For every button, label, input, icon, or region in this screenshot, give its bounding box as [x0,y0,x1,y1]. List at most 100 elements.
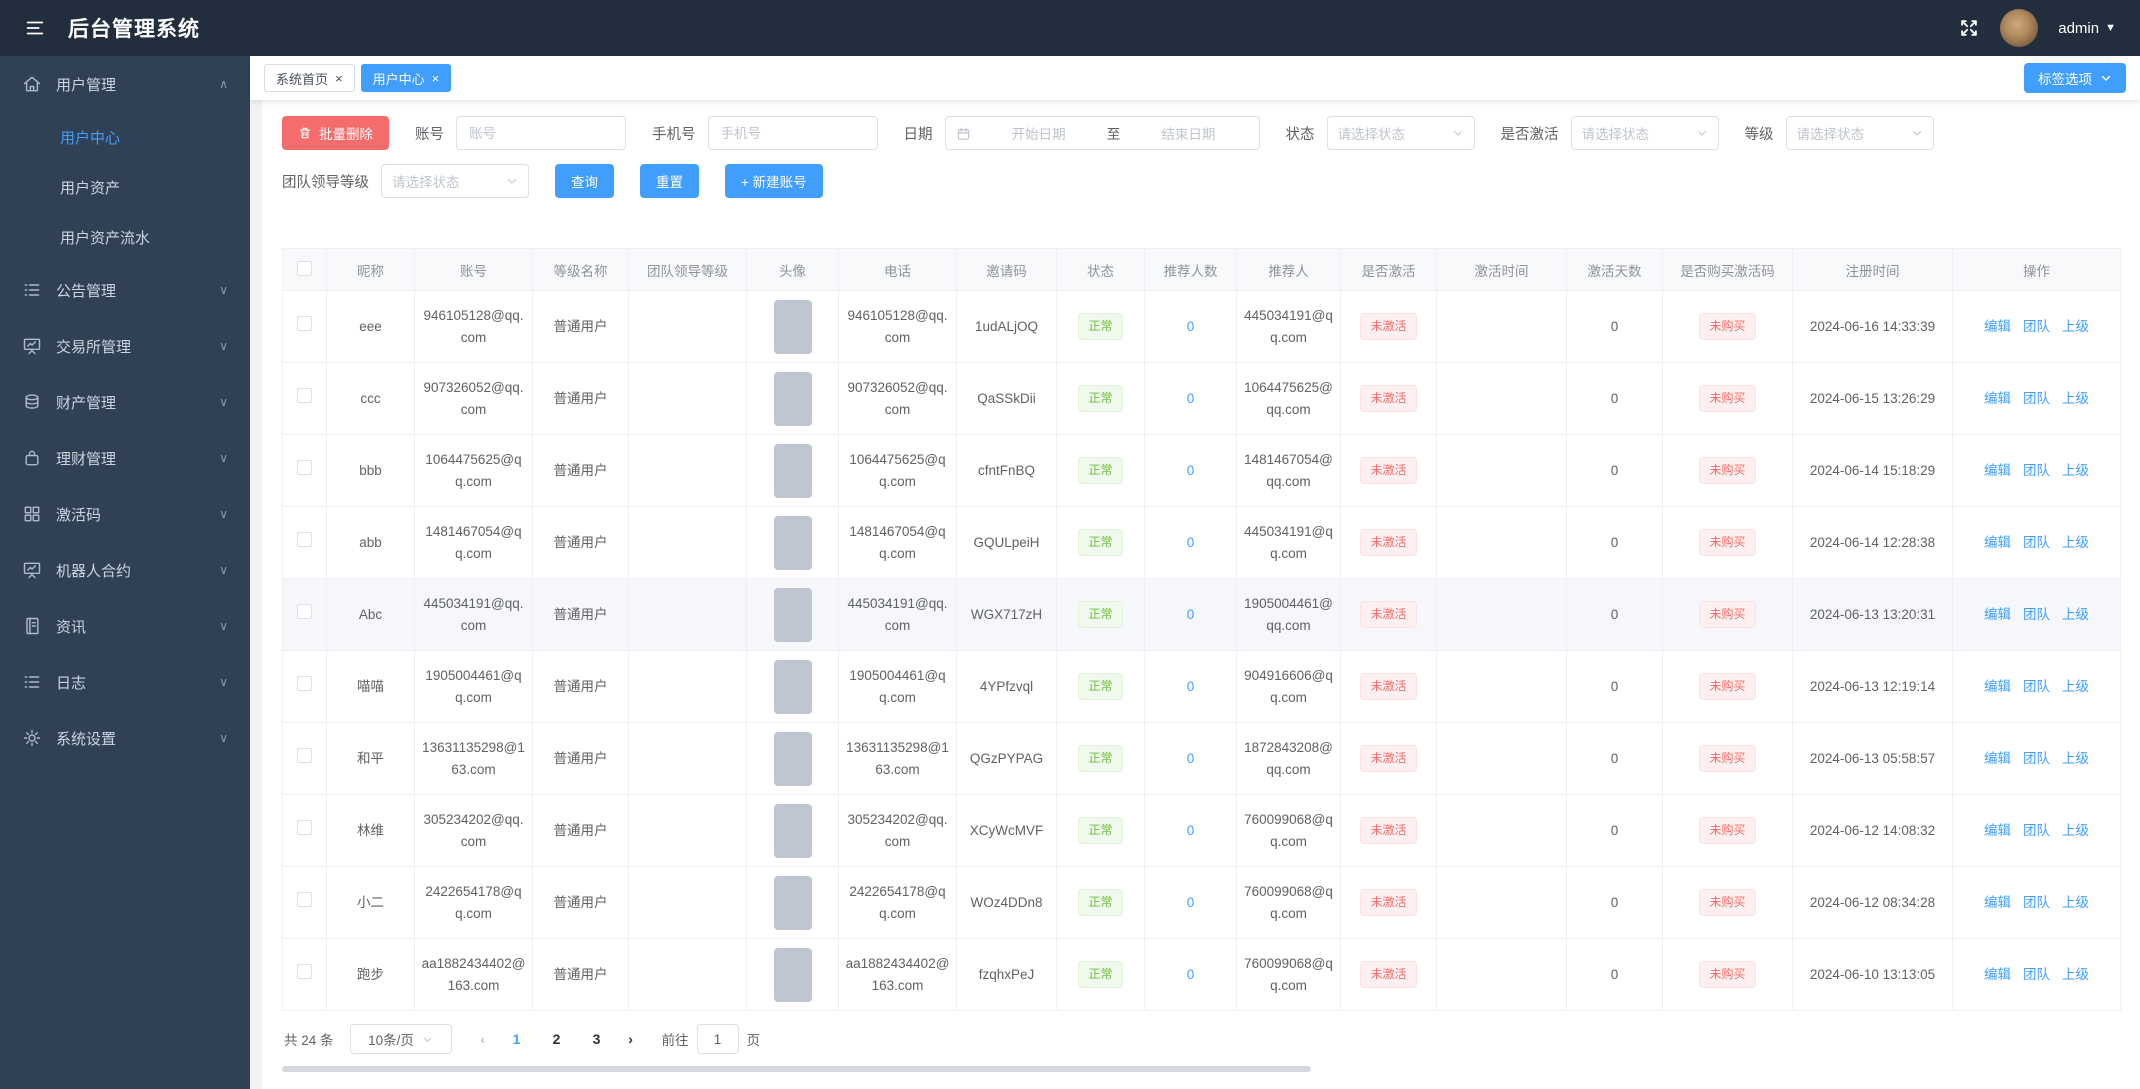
sidebar-subitem-0-2[interactable]: 用户资产流水 [60,229,151,247]
sidebar: 用户管理 ∧ 用户中心用户资产用户资产流水公告管理 ∨ 交易所管理 ∨ 财产管理 ∨ 理财管理 ∨… [0,56,250,1089]
page-size-select[interactable]: 10条/页 [349,1024,452,1054]
sidebar-subitem-0-0[interactable]: 用户中心 [60,129,121,147]
action-link-2[interactable]: 上级 [2062,390,2089,406]
referral-count-link[interactable]: 0 [1186,966,1195,982]
sidebar-item-7[interactable]: 资讯 ∨ [0,598,250,654]
row-checkbox[interactable] [297,531,312,547]
horizontal-scrollbar[interactable] [282,1066,2120,1072]
date-range-input[interactable]: 开始日期 至 结束日期 [944,116,1260,150]
action-link-0[interactable]: 编辑 [1984,822,2011,838]
action-link-0[interactable]: 编辑 [1984,462,2011,478]
tab-0[interactable]: 系统首页 × [264,64,355,92]
close-icon[interactable]: × [335,70,343,86]
action-link-2[interactable]: 上级 [2062,462,2089,478]
referral-count-link[interactable]: 0 [1186,750,1195,766]
page-button-3[interactable]: 3 [592,1031,601,1047]
row-checkbox[interactable] [297,747,312,763]
referral-count-link[interactable]: 0 [1186,534,1195,550]
tab-1[interactable]: 用户中心 × [360,64,452,92]
sidebar-item-9[interactable]: 系统设置 ∨ [0,710,250,766]
sidebar-item-2[interactable]: 交易所管理 ∨ [0,318,250,374]
team-leader-level-select[interactable]: 请选择状态 [381,164,529,198]
row-checkbox[interactable] [297,963,312,979]
filter-area: 批量删除 账号 手机号 日期 [282,116,2120,212]
action-link-0[interactable]: 编辑 [1984,534,2011,550]
sidebar-item-1[interactable]: 公告管理 ∨ [0,262,250,318]
action-link-1[interactable]: 团队 [2023,606,2050,622]
action-link-2[interactable]: 上级 [2062,606,2089,622]
new-account-button[interactable]: + 新建账号 [725,164,823,198]
action-link-2[interactable]: 上级 [2062,966,2089,982]
search-button[interactable]: 查询 [555,164,614,198]
action-link-0[interactable]: 编辑 [1984,966,2011,982]
is-activated-select[interactable]: 请选择状态 [1570,116,1719,150]
action-link-1[interactable]: 团队 [2023,750,2050,766]
hamburger-icon[interactable] [24,17,46,39]
referral-count-link[interactable]: 0 [1186,390,1195,406]
sidebar-item-3[interactable]: 财产管理 ∨ [0,374,250,430]
prev-page-button[interactable]: ‹ [480,1031,485,1047]
reset-button[interactable]: 重置 [640,164,699,198]
home-icon [22,74,42,94]
row-checkbox[interactable] [297,603,312,619]
action-link-0[interactable]: 编辑 [1984,678,2011,694]
page-button-2[interactable]: 2 [552,1031,561,1047]
action-link-0[interactable]: 编辑 [1984,606,2011,622]
fullscreen-icon[interactable] [1958,17,1980,39]
account-input[interactable] [456,116,626,150]
activation-time-cell [1436,650,1567,723]
status-select[interactable]: 请选择状态 [1326,116,1475,150]
action-link-1[interactable]: 团队 [2023,822,2050,838]
close-icon[interactable]: × [431,70,440,86]
goto-page-input[interactable] [696,1024,739,1054]
sidebar-subitem-0-1[interactable]: 用户资产 [60,179,121,197]
action-link-1[interactable]: 团队 [2023,534,2050,550]
row-checkbox[interactable] [297,675,312,691]
sidebar-item-0[interactable]: 用户管理 ∧ [0,56,250,112]
action-link-1[interactable]: 团队 [2023,318,2050,334]
row-checkbox[interactable] [297,891,312,907]
referrer-cell: 760099068@qq.com [1236,794,1341,867]
action-link-0[interactable]: 编辑 [1984,894,2011,910]
user-menu[interactable]: admin ▼ [2058,20,2116,37]
row-checkbox[interactable] [297,315,312,331]
action-link-2[interactable]: 上级 [2062,750,2089,766]
action-link-1[interactable]: 团队 [2023,390,2050,406]
action-link-0[interactable]: 编辑 [1984,390,2011,406]
row-checkbox[interactable] [297,819,312,835]
sidebar-item-4[interactable]: 理财管理 ∨ [0,430,250,486]
level-select[interactable]: 请选择状态 [1785,116,1934,150]
referral-count-link[interactable]: 0 [1186,318,1195,334]
referral-count-link[interactable]: 0 [1186,894,1195,910]
page-button-1[interactable]: 1 [512,1031,521,1047]
action-link-1[interactable]: 团队 [2023,966,2050,982]
action-link-1[interactable]: 团队 [2023,894,2050,910]
avatar[interactable] [2000,9,2039,47]
sidebar-item-6[interactable]: 机器人合约 ∨ [0,542,250,598]
action-link-2[interactable]: 上级 [2062,822,2089,838]
select-all-checkbox[interactable] [297,260,312,276]
phone-input[interactable] [707,116,878,150]
referral-count-link[interactable]: 0 [1186,678,1195,694]
action-link-2[interactable]: 上级 [2062,534,2089,550]
action-link-0[interactable]: 编辑 [1984,318,2011,334]
nickname-cell: eee [326,290,415,363]
referral-count-link[interactable]: 0 [1186,822,1195,838]
row-checkbox[interactable] [297,387,312,403]
row-checkbox[interactable] [297,459,312,475]
batch-delete-button[interactable]: 批量删除 [282,116,389,150]
action-link-2[interactable]: 上级 [2062,894,2089,910]
action-link-1[interactable]: 团队 [2023,462,2050,478]
action-link-2[interactable]: 上级 [2062,318,2089,334]
action-link-1[interactable]: 团队 [2023,678,2050,694]
sidebar-item-5[interactable]: 激活码 ∨ [0,486,250,542]
tag-options-button[interactable]: 标签选项 [2024,63,2126,93]
column-header-10: 是否激活 [1340,248,1437,291]
referral-count-link[interactable]: 0 [1186,606,1195,622]
action-link-2[interactable]: 上级 [2062,678,2089,694]
table-row: eee 946105128@qq.com 普通用户 946105128@qq.com 1… [282,290,2121,363]
next-page-button[interactable]: › [628,1031,633,1047]
referral-count-link[interactable]: 0 [1186,462,1195,478]
action-link-0[interactable]: 编辑 [1984,750,2011,766]
sidebar-item-8[interactable]: 日志 ∨ [0,654,250,710]
